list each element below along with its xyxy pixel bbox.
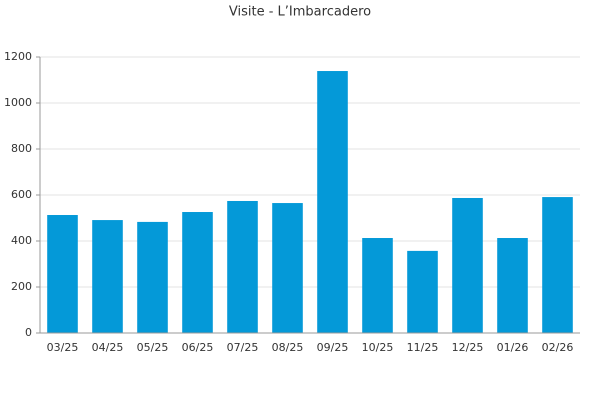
x-tick-label: 04/25 xyxy=(92,341,124,354)
chart-title: Visite - L’Imbarcadero xyxy=(229,5,371,20)
y-tick-label: 0 xyxy=(25,326,32,339)
y-tick-label: 1000 xyxy=(4,96,32,109)
y-tick-label: 200 xyxy=(11,280,32,293)
x-tick-label: 01/26 xyxy=(497,341,529,354)
x-tick-label: 02/26 xyxy=(542,341,574,354)
bar xyxy=(47,215,78,333)
y-tick-label: 600 xyxy=(11,188,32,201)
bar xyxy=(497,238,528,333)
bar xyxy=(452,197,483,333)
bar xyxy=(227,200,258,333)
x-tick-label: 07/25 xyxy=(227,341,259,354)
bar xyxy=(182,212,213,333)
x-tick-label: 12/25 xyxy=(452,341,484,354)
bar xyxy=(407,250,438,333)
y-tick-label: 1200 xyxy=(4,50,32,63)
bar xyxy=(317,71,348,333)
x-tick-label: 09/25 xyxy=(317,341,349,354)
x-tick-label: 06/25 xyxy=(182,341,214,354)
y-tick-label: 400 xyxy=(11,234,32,247)
bar xyxy=(542,197,573,333)
x-tick-label: 08/25 xyxy=(272,341,304,354)
x-tick-label: 10/25 xyxy=(362,341,394,354)
bar xyxy=(92,220,123,333)
bar xyxy=(137,221,168,333)
x-tick-label: 05/25 xyxy=(137,341,169,354)
x-tick-label: 03/25 xyxy=(47,341,79,354)
x-tick-label: 11/25 xyxy=(407,341,439,354)
y-tick-label: 800 xyxy=(11,142,32,155)
bar xyxy=(272,203,303,333)
bar xyxy=(362,238,393,333)
